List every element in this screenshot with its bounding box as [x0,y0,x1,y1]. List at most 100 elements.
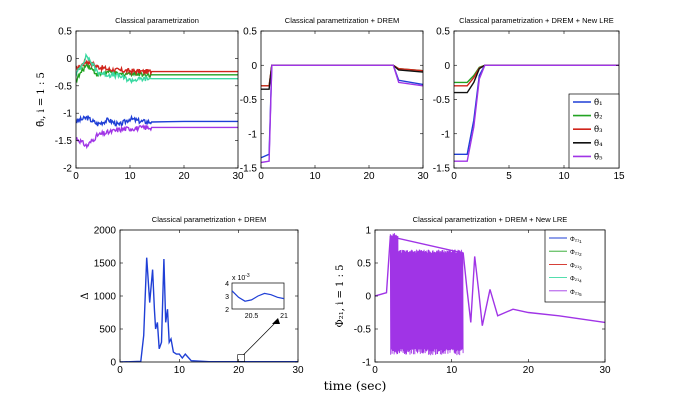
legend-label: θ̃₄ [594,138,603,149]
inset-exponent: x 10-3 [232,273,250,282]
y-tick-label: 1000 [94,292,117,303]
y-tick-label: -0.5 [433,95,451,106]
inset-y-tick: 4 [225,281,229,288]
legend: θ̃₁ θ̃₂ θ̃₃ θ̃₄ θ̃₅ [568,93,620,169]
x-tick-label: 5 [506,171,512,182]
legend-label: Φ₂₁5 [570,290,582,297]
y-tick-label: -1 [63,109,72,120]
x-tick-label: 30 [292,365,304,376]
y-tick-label: 0 [444,61,450,72]
chart-title: Classical parametrization + DREM [152,215,266,224]
inset-x-tick: 21 [280,313,288,320]
y-axis-label: Φ₂₁, i = 1 : 5 [335,265,346,328]
y-tick-label: 0.5 [357,259,371,270]
legend-box [544,229,606,303]
chart-title: Classical parametrization + DREM + New L… [413,215,568,224]
inset-line [231,290,285,302]
y-tick-label: -1 [362,358,371,369]
series-group [375,233,605,356]
x-tick-label: 20 [178,171,190,182]
x-tick-label: 15 [613,171,625,182]
series-oscillation [389,233,464,356]
series-line [120,257,298,362]
legend-sub: 4 [579,279,582,284]
plot-frame [260,30,424,169]
y-tick-label: -1.5 [433,164,451,175]
series-line [76,123,238,150]
y-tick-label: -1.5 [55,136,73,147]
x-tick-label: 20 [363,171,375,182]
plot-drem-new-lre: Classical parametrization + DREM + New L… [433,16,625,182]
zoom-arrowhead [272,318,280,324]
y-tick-label: 0.5 [436,27,450,38]
x-tick-label: 30 [417,171,429,182]
inset-y-tick: 2 [225,307,229,314]
plot-drem: Classical parametrization + DREM 0 10 20 30 -… [240,16,429,182]
y-tick-label: -0.5 [354,325,372,336]
legend-label: θ̃₂ [594,111,603,122]
x-tick-label: 0 [451,171,457,182]
legend-label: θ̃₃ [594,124,603,135]
series-group [76,52,238,150]
x-tick-label: 10 [309,171,321,182]
y-tick-label: -1 [441,129,450,140]
y-tick-label: -0.5 [240,95,258,106]
legend-label: Φ₂₁1 [570,237,582,244]
legend: Φ₂₁1 Φ₂₁2 Φ₂₁3 Φ₂₁4 Φ₂₁5 [544,229,606,303]
series-line [261,64,423,164]
series-line [76,52,238,85]
y-tick-label: 0 [251,61,257,72]
inset: x 10-3 20.5 21 2 3 4 [225,273,288,320]
legend-sub: 2 [579,252,582,257]
series-line [76,58,238,76]
series-group [120,257,298,362]
series-line [261,64,423,159]
chart-title: Classical parametrization + DREM + New L… [459,16,614,25]
x-tick-label: 30 [232,171,244,182]
y-axis-label: Δ [80,292,91,299]
y-tick-label: 2000 [94,226,117,237]
legend-sub: 3 [579,265,582,270]
legend-label: Φ₂₁4 [570,277,582,284]
chart-title: Classical parametrization + DREM [285,16,399,25]
zoom-marker [237,354,245,362]
y-tick-label: 0.5 [243,27,257,38]
legend-sub: 5 [579,292,582,297]
y-tick-label: 0 [66,54,72,65]
x-tick-label: 0 [372,365,378,376]
series-group [454,64,619,162]
x-tick-label: 0 [258,171,264,182]
x-tick-label: 10 [446,365,458,376]
x-tick-label: 20 [233,365,245,376]
y-tick-label: -1 [248,129,257,140]
inset-y-tick: 3 [225,294,229,301]
inset-x-tick: 20.5 [245,313,259,320]
series-line [76,114,238,128]
x-tick-label: 10 [558,171,570,182]
inset-exponent-power: -3 [245,273,250,279]
x-tick-label: 10 [174,365,186,376]
legend-label: Φ₂₁2 [570,250,582,257]
plot-classical: Classical parametrization 0 10 20 30 -2 -1.5 -1… [36,16,244,182]
plot-frame [75,30,239,169]
plot-delta: Classical parametrization + DREM 0 10 20 30 0… [80,215,304,376]
x-tick-label: 10 [124,171,136,182]
legend-sub: 1 [579,239,582,244]
y-tick-label: 500 [99,325,116,336]
figure-xlabel: time (sec) [324,378,387,393]
zoom-arrow [243,319,279,355]
series-line [454,64,619,162]
series-line [76,61,238,84]
y-tick-label: 1 [365,226,371,237]
x-tick-label: 30 [599,365,611,376]
y-tick-label: 0 [365,292,371,303]
series-line [375,235,605,326]
chart-title: Classical parametrization [115,16,199,25]
x-tick-label: 20 [523,365,535,376]
legend-label: θ̃₁ [594,97,603,108]
legend-label: θ̃₅ [594,151,603,162]
y-tick-label: 1500 [94,259,117,270]
series-group [261,64,423,164]
y-tick-label: 0.5 [58,27,72,38]
